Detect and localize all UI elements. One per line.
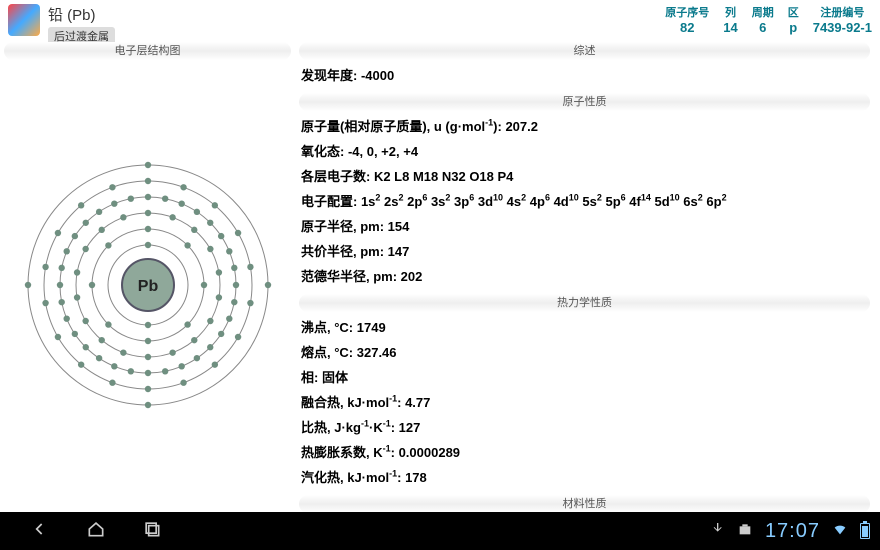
property-row: 沸点, °C: 1749 bbox=[295, 314, 874, 339]
section-header: 综述 bbox=[299, 42, 870, 60]
property-row: 熔点, °C: 327.46 bbox=[295, 339, 874, 364]
title-block: 铅 (Pb) 后过渡金属 bbox=[48, 4, 115, 45]
property-row: 氧化态: -4, 0, +2, +4 bbox=[295, 138, 874, 163]
atom-diagram: Pb bbox=[0, 150, 295, 420]
settings-icon[interactable] bbox=[737, 521, 753, 542]
property-row: 电子配置: 1s2 2s2 2p6 3s2 3p6 3d10 4s2 4p6 4… bbox=[295, 188, 874, 213]
android-navbar: 17:07 bbox=[0, 512, 880, 550]
property-row: 原子量(相对原子质量), u (g·mol-1): 207.2 bbox=[295, 113, 874, 138]
properties-panel[interactable]: 综述发现年度: -4000 原子性质原子量(相对原子质量), u (g·mol-1… bbox=[295, 40, 880, 512]
header-stat: 列14 bbox=[723, 4, 737, 35]
section-header: 材料性质 bbox=[299, 495, 870, 512]
wifi-icon[interactable] bbox=[832, 521, 848, 542]
header-stat: 注册编号7439-92-1 bbox=[813, 4, 872, 35]
property-row: 融合热, kJ·mol-1: 4.77 bbox=[295, 389, 874, 414]
svg-text:Pb: Pb bbox=[137, 278, 158, 295]
back-button[interactable] bbox=[30, 519, 50, 544]
content: 电子层结构图 Pb 综述发现年度: -4000 原子性质原子量(相对原子质量), … bbox=[0, 40, 880, 512]
property-row: 各层电子数: K2 L8 M18 N32 O18 P4 bbox=[295, 163, 874, 188]
header-stat: 区p bbox=[788, 4, 799, 35]
element-title: 铅 (Pb) bbox=[48, 4, 115, 25]
property-row: 共价半径, pm: 147 bbox=[295, 238, 874, 263]
home-button[interactable] bbox=[86, 519, 106, 544]
header-stat: 周期6 bbox=[752, 4, 774, 35]
property-row: 发现年度: -4000 bbox=[295, 62, 874, 87]
battery-icon[interactable] bbox=[860, 523, 870, 539]
app-icon[interactable] bbox=[8, 4, 40, 36]
recent-button[interactable] bbox=[142, 519, 162, 544]
property-row: 范德华半径, pm: 202 bbox=[295, 263, 874, 288]
section-header: 原子性质 bbox=[299, 93, 870, 111]
left-panel: 电子层结构图 Pb bbox=[0, 40, 295, 512]
shell-diagram-header: 电子层结构图 bbox=[4, 42, 291, 60]
section-header: 热力学性质 bbox=[299, 294, 870, 312]
property-row: 汽化热, kJ·mol-1: 178 bbox=[295, 464, 874, 489]
property-row: 原子半径, pm: 154 bbox=[295, 213, 874, 238]
header-stat: 原子序号82 bbox=[665, 4, 709, 35]
header-stats: 原子序号82 列14 周期6 区p 注册编号7439-92-1 bbox=[665, 4, 872, 35]
clock[interactable]: 17:07 bbox=[765, 520, 820, 543]
property-row: 比热, J·kg-1·K-1: 127 bbox=[295, 414, 874, 439]
header: 铅 (Pb) 后过渡金属 原子序号82列14周期6区p注册编号7439-92-1 bbox=[0, 0, 880, 40]
download-icon[interactable] bbox=[709, 521, 725, 542]
property-row: 相: 固体 bbox=[295, 364, 874, 389]
property-row: 热膨胀系数, K-1: 0.0000289 bbox=[295, 439, 874, 464]
